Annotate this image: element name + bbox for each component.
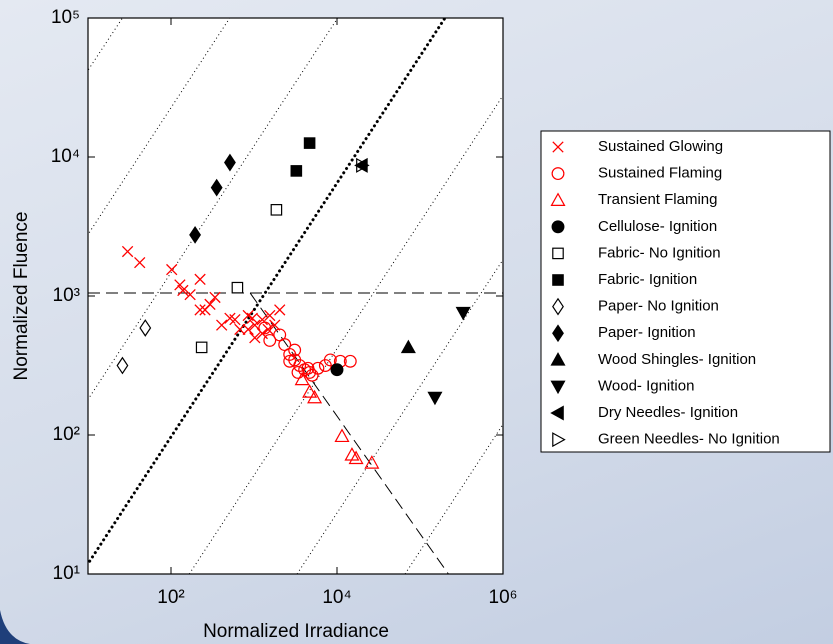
y-axis-label: Normalized Fluence <box>11 212 32 381</box>
legend-marker <box>552 432 566 448</box>
data-point <box>343 354 357 368</box>
data-point <box>195 341 208 354</box>
data-point <box>134 256 146 269</box>
data-point <box>224 153 236 172</box>
data-point <box>274 304 286 316</box>
data-point <box>234 323 246 336</box>
data-point <box>242 323 254 336</box>
legend-label: Wood- Ignition <box>598 377 694 394</box>
data-point <box>269 319 281 331</box>
data-point <box>334 428 350 443</box>
data-point <box>270 204 283 216</box>
data-point <box>455 306 471 321</box>
legend-label: Paper- Ignition <box>598 324 696 341</box>
data-point <box>184 288 196 301</box>
y-tick-label: 10⁴ <box>51 146 80 167</box>
data-point <box>307 389 323 404</box>
data-point <box>294 371 310 386</box>
legend-marker <box>552 324 564 343</box>
legend-marker <box>552 274 564 286</box>
plot-area <box>88 18 503 574</box>
data-point <box>263 333 277 347</box>
y-tick-label: 10⁵ <box>51 7 80 28</box>
data-point <box>290 165 303 177</box>
data-point <box>189 225 201 244</box>
data-point <box>364 455 380 469</box>
legend-label: Sustained Glowing <box>598 138 723 155</box>
data-point <box>288 343 302 357</box>
legend-marker <box>551 220 565 234</box>
data-point <box>121 245 134 258</box>
legend-label: Green Needles- No Ignition <box>598 431 780 448</box>
legend-label: Fabric- No Ignition <box>598 244 721 261</box>
data-point <box>256 313 268 326</box>
data-points <box>116 137 471 469</box>
data-point <box>305 368 319 382</box>
data-point <box>283 354 297 368</box>
reference-line <box>296 258 503 574</box>
data-point <box>323 353 337 367</box>
reference-line <box>88 18 339 401</box>
data-point <box>204 298 216 310</box>
data-point <box>288 353 302 367</box>
legend-marker <box>552 247 564 260</box>
data-point <box>427 391 443 406</box>
data-point <box>166 263 178 276</box>
x-axis-label: Normalized Irradiance <box>203 621 389 642</box>
data-point <box>262 323 274 336</box>
y-tick-label: 10² <box>53 424 80 445</box>
data-point <box>216 319 228 331</box>
legend-label: Sustained Flaming <box>598 165 722 182</box>
data-point <box>258 321 272 335</box>
y-tick-label: 10¹ <box>53 563 80 584</box>
data-point <box>303 137 316 149</box>
data-point <box>354 157 368 173</box>
x-tick-label: 10⁶ <box>489 587 518 608</box>
legend-label: Fabric- Ignition <box>598 271 697 288</box>
legend-marker <box>550 380 566 395</box>
data-point <box>177 284 189 297</box>
data-point <box>264 309 276 322</box>
reference-line <box>188 94 503 574</box>
data-point <box>229 313 241 326</box>
data-point <box>246 312 258 324</box>
legend-box <box>540 130 831 453</box>
legend-marker <box>550 405 564 421</box>
legend-label: Dry Needles- Ignition <box>598 404 738 421</box>
data-point <box>194 273 206 285</box>
legend-marker <box>552 297 564 316</box>
data-point <box>210 178 223 197</box>
legend-label: Transient Flaming <box>598 191 718 208</box>
data-point <box>330 363 344 377</box>
legend-marker <box>552 141 564 153</box>
legend-marker <box>550 352 566 366</box>
legend-label: Wood Shingles- Ignition <box>598 351 756 368</box>
data-point <box>301 361 315 375</box>
data-point <box>194 304 206 316</box>
data-point <box>400 339 416 354</box>
y-tick-label: 10³ <box>53 285 80 306</box>
legend-label: Cellulose- Ignition <box>598 218 717 235</box>
data-point <box>249 332 261 344</box>
decoration <box>0 610 30 644</box>
reference-line <box>88 18 447 567</box>
x-tick-label: 10² <box>157 587 184 608</box>
data-point <box>209 291 221 304</box>
data-point <box>231 281 244 294</box>
data-point <box>348 450 364 465</box>
data-point <box>174 279 186 291</box>
legend-marker <box>550 192 566 206</box>
x-tick-label: 10⁴ <box>322 587 351 608</box>
data-point <box>139 319 152 337</box>
legend-label: Paper- No Ignition <box>598 298 719 315</box>
data-point <box>302 384 318 398</box>
data-point <box>356 157 370 173</box>
data-point <box>116 356 129 375</box>
legend-marker <box>551 167 565 181</box>
